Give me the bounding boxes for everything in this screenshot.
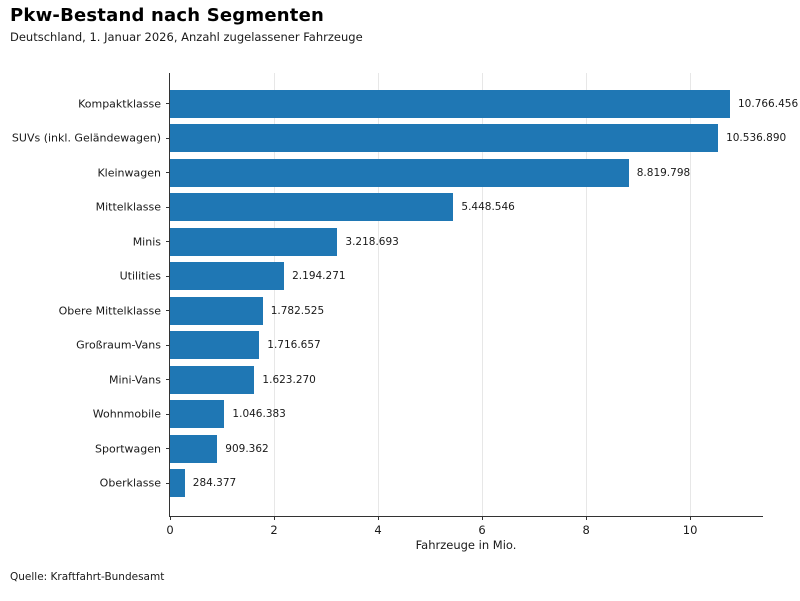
y-tick-mark xyxy=(166,172,170,174)
bar xyxy=(170,227,338,256)
x-tick-label: 4 xyxy=(374,523,382,537)
value-label: 1.046.383 xyxy=(232,408,286,421)
value-label: 8.819.798 xyxy=(636,166,691,179)
x-tick-label: 6 xyxy=(478,523,486,537)
y-tick-mark xyxy=(166,206,170,208)
chart-subtitle: Deutschland, 1. Januar 2026, Anzahl zuge… xyxy=(10,30,363,44)
category-label: SUVs (inkl. Geländewagen) xyxy=(11,131,161,145)
value-label: 2.194.271 xyxy=(292,270,346,283)
bar-row: Sportwagen 909.362 xyxy=(95,434,764,463)
bar xyxy=(170,193,454,222)
y-tick-mark xyxy=(166,310,170,312)
y-tick-mark xyxy=(166,275,170,277)
y-tick-mark xyxy=(166,241,170,243)
x-tick-mark xyxy=(689,516,691,520)
bar-row: Mittelklasse 5.448.546 xyxy=(96,193,764,222)
bar-row: Wohnmobile 1.046.383 xyxy=(93,400,764,429)
category-label: Kompaktklasse xyxy=(78,97,161,111)
category-label: Mini-Vans xyxy=(108,373,161,387)
category-label: Wohnmobile xyxy=(92,407,161,421)
gridline xyxy=(273,73,275,516)
gridline xyxy=(377,73,379,516)
bar-row: Obere Mittelklasse 1.782.525 xyxy=(59,296,764,325)
x-tick-mark xyxy=(169,516,171,520)
bar xyxy=(170,124,719,153)
x-tick-mark xyxy=(273,516,275,520)
bar xyxy=(170,296,263,325)
bar-row: Oberklasse 284.377 xyxy=(100,469,764,498)
value-label: 1.782.525 xyxy=(270,304,325,317)
y-tick-mark xyxy=(166,482,170,484)
value-label: 10.536.890 xyxy=(726,132,787,145)
value-label: 5.448.546 xyxy=(461,201,515,214)
category-label: Großraum-Vans xyxy=(76,338,161,352)
gridline xyxy=(585,73,587,516)
category-label: Sportwagen xyxy=(95,442,161,456)
plot-area: Kompaktklasse 10.766.456 SUVs (inkl. Gelän… xyxy=(12,73,798,537)
y-tick-mark xyxy=(166,379,170,381)
category-label: Oberklasse xyxy=(99,476,161,490)
value-label: 3.218.693 xyxy=(345,235,399,248)
category-label: Kleinwagen xyxy=(97,166,161,180)
category-label: Minis xyxy=(132,235,161,249)
chart-title: Pkw-Bestand nach Segmenten xyxy=(10,5,324,26)
category-label: Mittelklasse xyxy=(95,200,161,214)
y-tick-mark xyxy=(166,103,170,105)
bar-row: Mini-Vans 1.623.270 xyxy=(109,365,764,394)
bar-row: Kompaktklasse 10.766.456 xyxy=(78,89,798,118)
x-axis-label: Fahrzeuge in Mio. xyxy=(415,538,517,552)
value-label: 1.716.657 xyxy=(267,339,321,352)
value-label: 284.377 xyxy=(192,477,237,490)
bar xyxy=(170,365,255,394)
x-tick-label: 10 xyxy=(682,523,698,537)
bar-row: Utilities 2.194.271 xyxy=(120,262,764,291)
value-label: 909.362 xyxy=(225,442,269,455)
x-tick-label: 2 xyxy=(270,523,278,537)
x-tick-mark xyxy=(585,516,587,520)
value-label: 1.623.270 xyxy=(262,373,316,386)
bar xyxy=(170,469,185,498)
y-tick-mark xyxy=(166,448,170,450)
bar-row: Minis 3.218.693 xyxy=(133,227,764,256)
bar xyxy=(170,262,285,291)
bar-row: Kleinwagen 8.819.798 xyxy=(97,158,764,187)
bar-row: SUVs (inkl. Geländewagen) 10.536.890 xyxy=(12,124,786,153)
bar xyxy=(170,434,218,463)
gridline xyxy=(481,73,483,516)
gridline xyxy=(689,73,691,516)
bar-row: Großraum-Vans 1.716.657 xyxy=(76,331,764,360)
y-tick-mark xyxy=(166,344,170,346)
value-label: 10.766.456 xyxy=(738,97,799,110)
category-label: Obere Mittelklasse xyxy=(58,304,161,318)
bar xyxy=(170,89,730,118)
x-tick-mark xyxy=(377,516,379,520)
x-tick-label: 0 xyxy=(166,523,174,537)
y-tick-mark xyxy=(166,137,170,139)
bar xyxy=(170,158,629,187)
y-tick-mark xyxy=(166,413,170,415)
source-note: Quelle: Kraftfahrt-Bundesamt xyxy=(10,571,165,583)
category-label: Utilities xyxy=(119,269,161,283)
bar xyxy=(170,400,225,429)
bar xyxy=(170,331,260,360)
x-tick-mark xyxy=(481,516,483,520)
x-tick-label: 8 xyxy=(582,523,590,537)
